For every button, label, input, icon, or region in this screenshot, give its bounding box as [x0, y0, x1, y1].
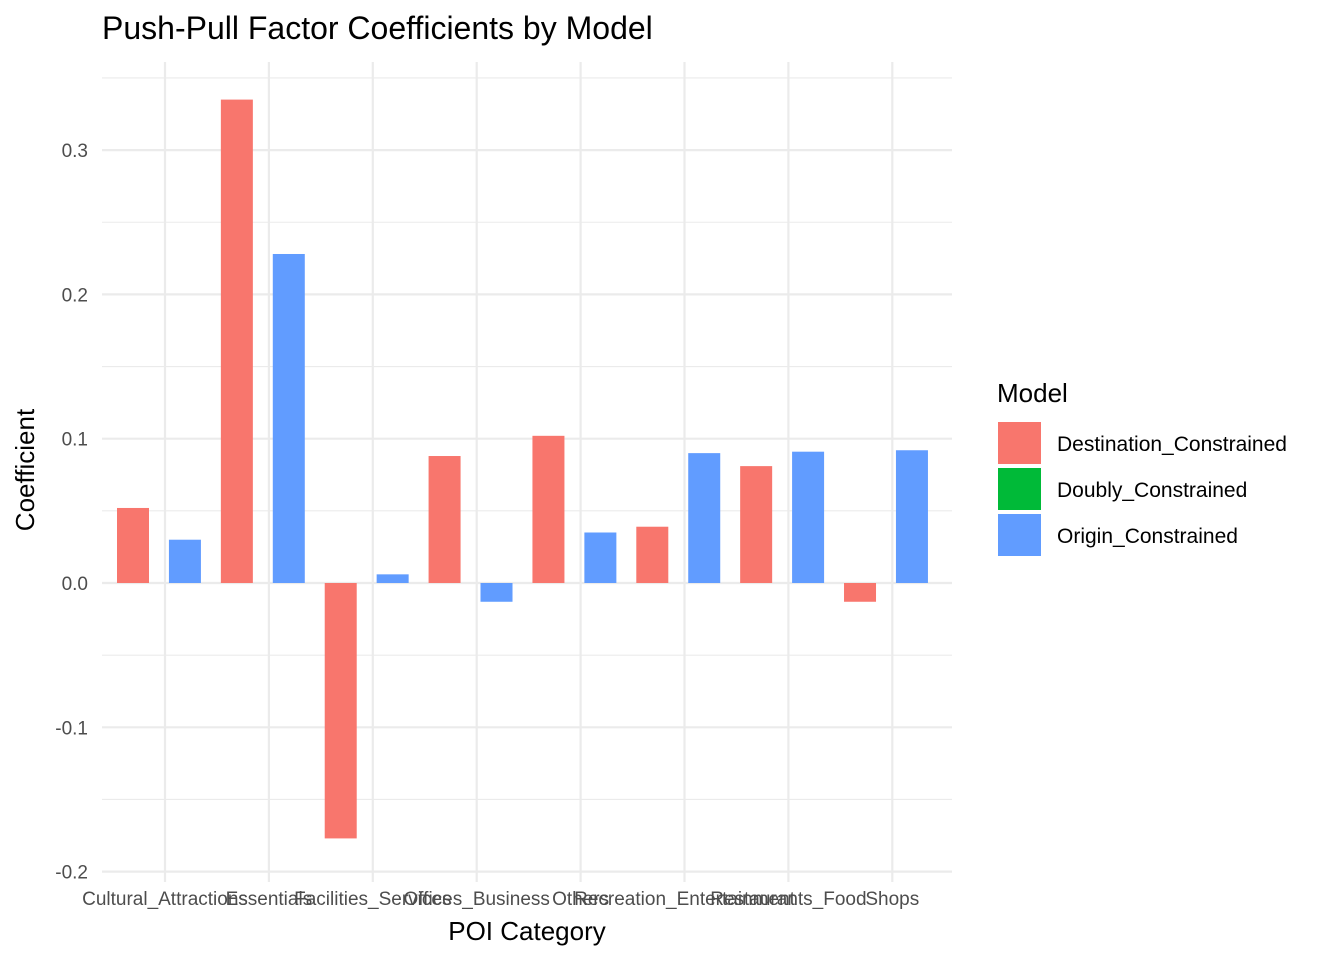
y-tick-label: 0.1 — [62, 430, 88, 451]
y-tick-label: 0.2 — [62, 285, 88, 306]
bar-origin-constrained — [272, 253, 305, 583]
bar-destination-constrained — [844, 583, 877, 602]
x-tick-label: Others — [552, 889, 609, 910]
x-tick-label: Restaurants_Food — [710, 889, 866, 910]
bar-destination-constrained — [532, 435, 565, 583]
x-tick-label: Essentials — [226, 889, 313, 910]
y-tick-label: -0.2 — [55, 863, 88, 884]
x-axis-title: POI Category — [448, 916, 606, 946]
bars-group — [117, 99, 928, 839]
y-tick-label: 0.0 — [62, 574, 88, 595]
x-tick-label: Facilities_Services — [294, 889, 451, 910]
legend-entries: Destination_Constrained Doubly_Constraine… — [998, 422, 1287, 556]
bar-origin-constrained — [792, 451, 825, 583]
legend-label: Destination_Constrained — [1057, 433, 1287, 456]
bar-origin-constrained — [688, 453, 721, 583]
bar-destination-constrained — [428, 456, 461, 583]
y-tick-label: 0.3 — [62, 141, 88, 162]
legend-label: Doubly_Constrained — [1057, 479, 1247, 502]
bar-destination-constrained — [324, 583, 357, 839]
x-tick-label: Offices_Business — [403, 889, 549, 910]
x-tick-label: Shops — [865, 889, 919, 910]
legend-title: Model — [997, 378, 1068, 408]
x-tick-label: Recreation_Entertainment — [574, 889, 795, 910]
bar-destination-constrained — [740, 466, 773, 583]
x-axis-ticks: Cultural_AttractionsEssentialsFacilities… — [82, 889, 919, 910]
bar-origin-constrained — [168, 539, 201, 583]
legend: Model Destination_Constrained Doubly_Cons… — [997, 378, 1287, 556]
chart-title: Push-Pull Factor Coefficients by Model — [102, 10, 653, 46]
bar-destination-constrained — [636, 526, 669, 583]
bar-destination-constrained — [220, 99, 253, 583]
bar-destination-constrained — [117, 507, 149, 583]
y-tick-label: -0.1 — [55, 718, 88, 739]
bar-origin-constrained — [480, 583, 513, 602]
legend-swatch — [998, 422, 1041, 464]
legend-label: Origin_Constrained — [1057, 525, 1238, 548]
legend-swatch — [998, 514, 1041, 556]
legend-swatch — [998, 468, 1041, 510]
bar-origin-constrained — [584, 532, 617, 583]
x-tick-label: Cultural_Attractions — [82, 889, 248, 910]
bar-origin-constrained — [895, 450, 928, 583]
y-axis-ticks: -0.2 -0.1 0.0 0.1 0.2 0.3 — [55, 141, 88, 884]
y-axis-title: Coefficient — [10, 408, 40, 531]
bar-origin-constrained — [376, 574, 409, 583]
